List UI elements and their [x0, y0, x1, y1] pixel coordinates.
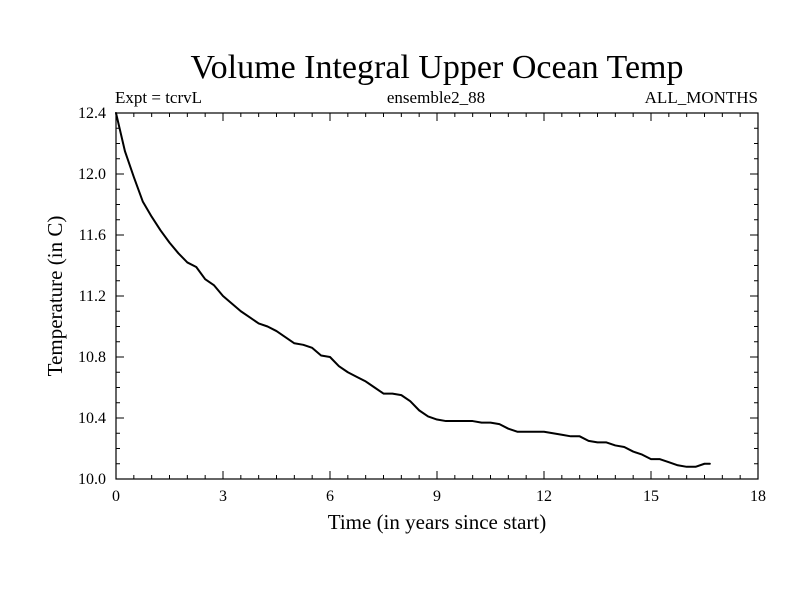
x-tick-label: 3	[219, 488, 227, 505]
x-tick-label: 6	[326, 488, 334, 505]
chart-subtitle-months: ALL_MONTHS	[645, 88, 758, 107]
x-tick-label: 15	[643, 488, 659, 505]
x-tick-label: 18	[750, 488, 766, 505]
x-tick-label: 12	[536, 488, 552, 505]
y-tick-label: 10.8	[78, 349, 106, 366]
y-tick-label: 12.0	[78, 166, 106, 183]
y-axis-tick-labels: 10.0 10.4 10.8 11.2 11.6 12.0 12.4	[78, 105, 106, 488]
y-tick-label: 10.0	[78, 471, 106, 488]
x-axis-tick-labels: 0 3 6 9 12 15 18	[112, 488, 766, 505]
chart-title: Volume Integral Upper Ocean Temp	[191, 49, 684, 86]
x-axis-label: Time (in years since start)	[328, 510, 547, 534]
axis-ticks	[115, 112, 759, 480]
x-tick-label: 0	[112, 488, 120, 505]
chart-subtitle-ensemble: ensemble2_88	[387, 88, 485, 107]
y-axis-label: Temperature (in C)	[43, 216, 67, 377]
chart-subtitle-experiment: Expt = tcrvL	[115, 88, 202, 107]
y-tick-label: 12.4	[78, 105, 106, 122]
y-tick-label: 11.2	[79, 288, 106, 305]
x-tick-label: 9	[433, 488, 441, 505]
temperature-series-line	[115, 112, 711, 468]
y-tick-label: 11.6	[79, 227, 106, 244]
y-tick-label: 10.4	[78, 410, 106, 427]
plot-frame	[115, 112, 759, 480]
